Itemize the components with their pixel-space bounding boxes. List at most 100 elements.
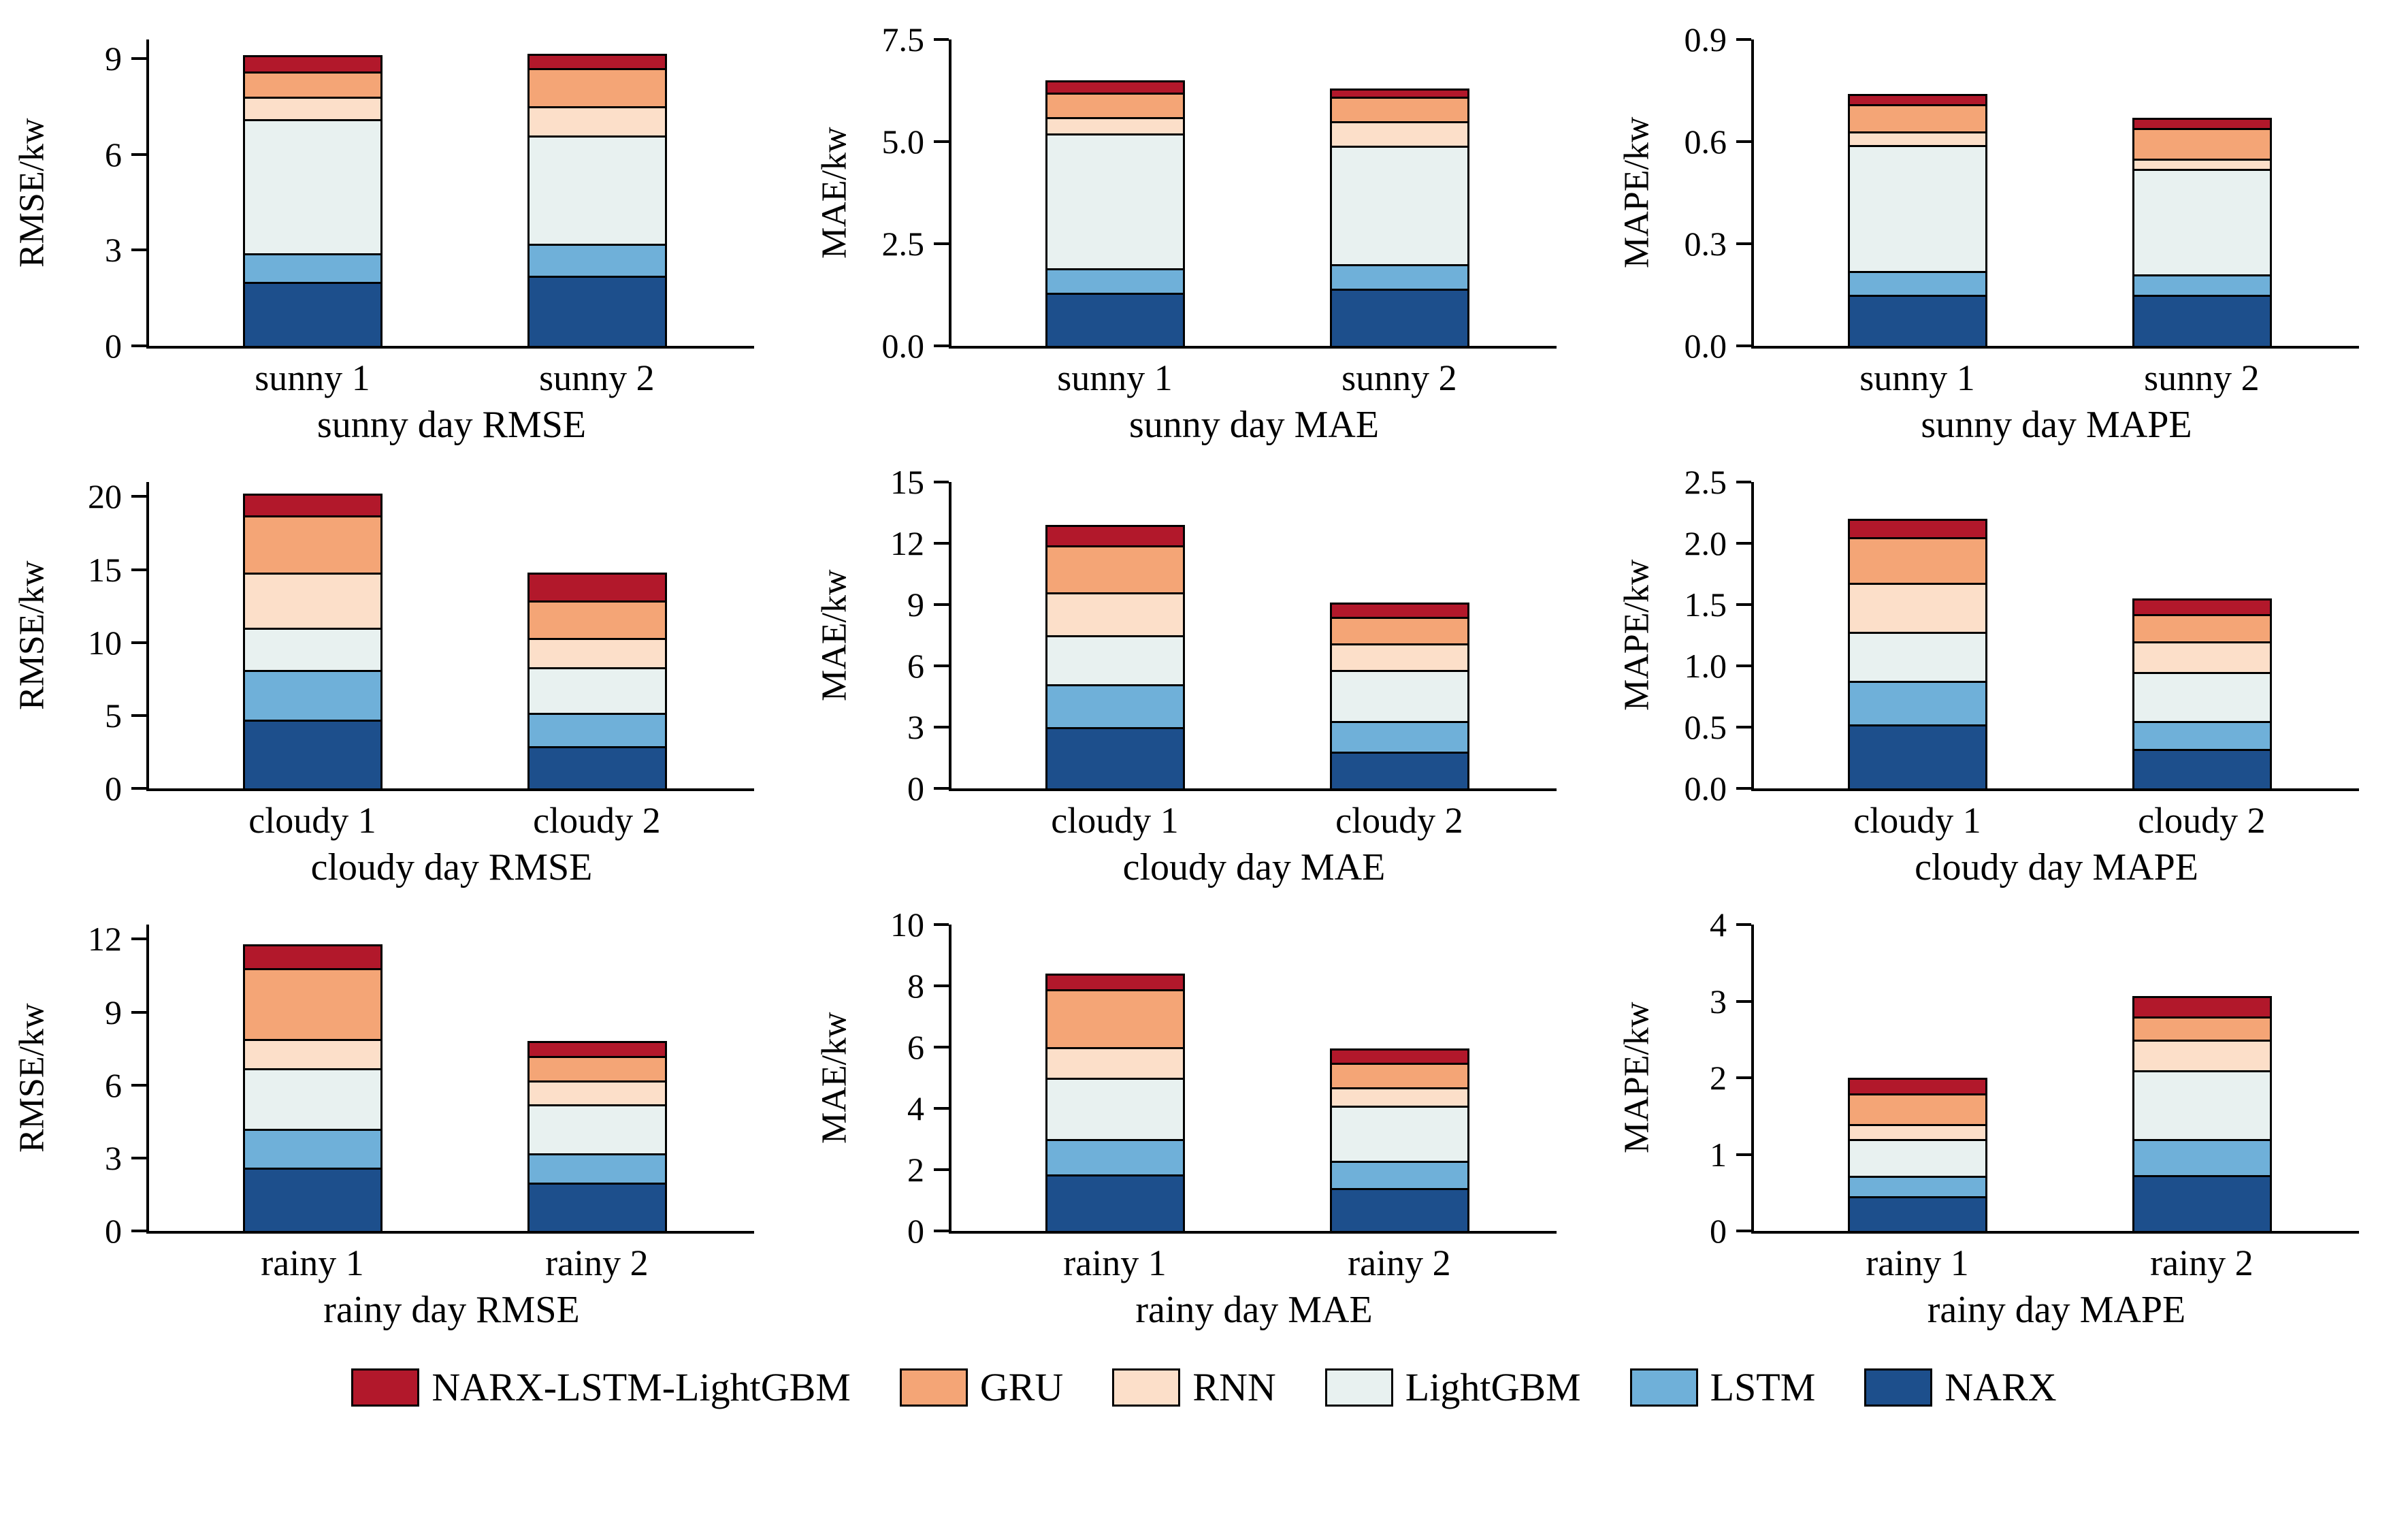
bar-segment-lightgbm (1045, 1078, 1186, 1139)
category-label: sunny 2 (539, 357, 655, 398)
y-tick-mark (131, 1010, 146, 1014)
category-label: sunny 1 (1859, 357, 1975, 398)
legend-item-lstm: LSTM (1629, 1364, 1816, 1410)
y-tick-label: 0.0 (881, 327, 925, 365)
bar-segment-narx (243, 1168, 383, 1231)
bar-sunny-2 (2132, 39, 2272, 346)
y-tick-label: 1.0 (1684, 647, 1727, 685)
category-label: rainy 2 (545, 1243, 649, 1283)
bar-segment-narx-lstm-lightgbm (2132, 118, 2272, 128)
bar-segment-narx (1848, 724, 1988, 788)
bar-segment-lstm (527, 1153, 667, 1183)
y-tick-mark (1736, 923, 1751, 926)
y-tick-label: 2 (907, 1151, 924, 1189)
bar-segment-gru (1848, 537, 1988, 583)
category-label: cloudy 2 (2138, 800, 2266, 841)
y-tick-label: 2.5 (881, 225, 925, 263)
y-tick-label: 0 (105, 1212, 122, 1250)
legend-swatch-lstm (1629, 1368, 1698, 1407)
bar-cloudy-1 (243, 482, 383, 788)
chart-sunny-mae: MAE/kw 0.0 2.5 5.0 7.5 sunny 1 sunny 2 sunny da… (802, 12, 1605, 455)
bar-cloudy-1 (1848, 482, 1988, 788)
category-label: cloudy 2 (1335, 800, 1463, 841)
bar-segment-narx-lstm-lightgbm (243, 55, 383, 71)
y-tick-mark (934, 726, 949, 728)
y-tick-label: 0.5 (1684, 708, 1727, 746)
y-tick-mark (934, 1168, 949, 1171)
y-tick-mark (131, 1083, 146, 1087)
bar-segment-rnn (1848, 1123, 1988, 1139)
bar-segment-narx-lstm-lightgbm (1329, 89, 1469, 97)
y-tick-label: 0.3 (1684, 225, 1727, 263)
y-tick-label: 0 (1710, 1212, 1727, 1250)
bar-segment-narx-lstm-lightgbm (1329, 603, 1469, 617)
legend-label: LSTM (1710, 1365, 1816, 1409)
y-tick-label: 0 (907, 769, 924, 807)
legend-label: GRU (979, 1365, 1064, 1409)
bar-segment-narx (527, 746, 667, 788)
legend: NARX-LSTM-LightGBM GRU RNN LightGBM LSTM NARX (0, 1364, 2408, 1410)
bar-segment-gru (243, 71, 383, 97)
bar-segment-narx (1045, 727, 1186, 788)
bar-segment-rnn (2132, 159, 2272, 169)
bar-segment-lstm (527, 712, 667, 746)
y-tick-mark (1736, 542, 1751, 545)
legend-label: NARX-LSTM-LightGBM (432, 1365, 851, 1409)
bar-segment-lstm (1329, 721, 1469, 752)
bar-segment-narx-lstm-lightgbm (243, 494, 383, 516)
bar-segment-rnn (527, 1080, 667, 1105)
legend-item-narx: NARX (1864, 1364, 2057, 1410)
bar-cloudy-1 (1045, 482, 1186, 788)
bar-segment-lstm (1848, 680, 1988, 725)
plot-area: 0 1 2 3 4 rainy 1 rainy 2 rainy day MAPE (1710, 908, 2359, 1331)
y-tick-mark (1736, 140, 1751, 144)
y-tick-mark (934, 923, 949, 926)
bar-segment-lightgbm (2132, 672, 2272, 721)
bar-segment-lstm (1329, 1160, 1469, 1188)
y-tick-mark (131, 641, 146, 644)
y-tick-label: 6 (105, 1065, 122, 1104)
legend-swatch-lightgbm (1324, 1368, 1393, 1407)
legend-swatch-rnn (1112, 1368, 1181, 1407)
y-tick-mark (934, 1107, 949, 1110)
charts-grid: RMSE/kw 0 3 6 9 sunny 1 sunny 2 sunny day RMSE … (12, 12, 2359, 1340)
category-label: cloudy 1 (1051, 800, 1179, 841)
bar-segment-gru (1848, 1093, 1988, 1124)
y-tick-mark (1736, 242, 1751, 246)
bar-segment-narx-lstm-lightgbm (1045, 525, 1186, 545)
y-tick-mark (131, 568, 146, 571)
y-tick-label: 0.9 (1684, 20, 1727, 59)
legend-item-gru: GRU (899, 1364, 1064, 1410)
bar-segment-rnn (1848, 131, 1988, 145)
y-axis-label: RMSE/kw (12, 118, 52, 268)
bar-segment-rnn (2132, 1039, 2272, 1070)
y-tick-mark (1736, 664, 1751, 667)
bar-segment-lstm (527, 244, 667, 276)
y-tick-mark (1736, 481, 1751, 483)
bar-segment-lstm (1848, 1176, 1988, 1197)
bar-segment-narx (1329, 289, 1469, 346)
bar-segment-lightgbm (1329, 1105, 1469, 1161)
legend-item-rnn: RNN (1112, 1364, 1276, 1410)
bar-segment-narx-lstm-lightgbm (2132, 995, 2272, 1016)
y-tick-mark (1736, 344, 1751, 347)
bar-segment-gru (1329, 1062, 1469, 1087)
y-tick-mark (131, 249, 146, 252)
y-tick-mark (1736, 1153, 1751, 1156)
y-tick-mark (131, 57, 146, 61)
chart-rainy-mae: MAE/kw 0 2 4 6 8 10 rainy 1 rainy 2 rainy day MAE (802, 897, 1605, 1340)
bar-segment-narx-lstm-lightgbm (1045, 80, 1186, 93)
bar-sunny-2 (527, 39, 667, 346)
y-axis-label: MAPE/kw (1617, 116, 1657, 269)
legend-label: NARX (1945, 1365, 2057, 1409)
bar-segment-narx-lstm-lightgbm (527, 1041, 667, 1056)
y-tick-mark (1736, 1230, 1751, 1232)
bar-segment-gru (243, 515, 383, 573)
y-tick-label: 0 (907, 1212, 924, 1250)
y-tick-label: 12 (890, 524, 924, 562)
bar-segment-narx (1329, 752, 1469, 788)
bar-segment-lightgbm (2132, 169, 2272, 274)
y-tick-mark (934, 481, 949, 483)
y-tick-label: 0 (105, 327, 122, 365)
